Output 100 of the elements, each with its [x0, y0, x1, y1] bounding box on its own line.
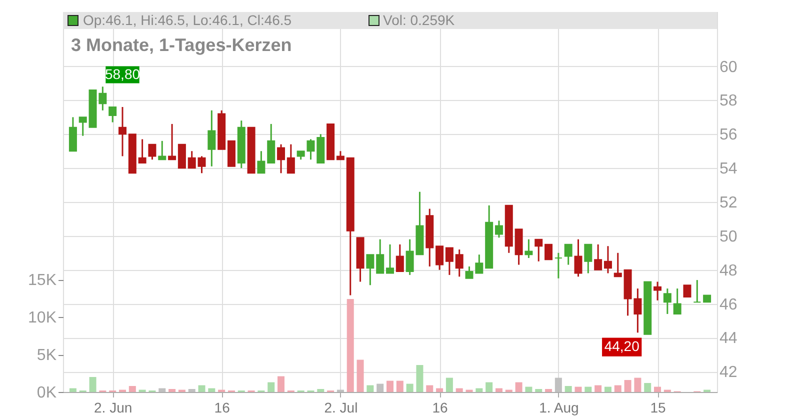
candlestick [604, 245, 612, 274]
text: 3 Monate, 1-Tages-Kerzen [71, 35, 292, 55]
bar [317, 389, 324, 392]
candlestick [118, 106, 126, 157]
bar [515, 382, 522, 392]
candlestick [614, 252, 622, 278]
bar [654, 386, 662, 392]
bar [366, 385, 374, 392]
y-tick-label: 56 [720, 126, 738, 144]
bar [525, 386, 532, 392]
candlestick [544, 244, 553, 260]
bar [564, 386, 572, 392]
bar [386, 380, 394, 392]
bar [396, 380, 404, 392]
y-tick-label: 48 [720, 262, 738, 280]
candlestick [396, 244, 404, 272]
bar [554, 378, 562, 392]
x-tick-label: 15 [650, 400, 666, 416]
y2-tick-label: 0K [36, 384, 57, 402]
candlestick [683, 284, 692, 298]
y-tick-label: 52 [720, 194, 738, 212]
candlestick [534, 238, 543, 262]
annotation: 58,80 [104, 66, 140, 82]
annotation: 44,20 [604, 338, 640, 354]
candlestick [436, 245, 444, 271]
bar [278, 376, 285, 392]
x-tick-label: 2. Jun [94, 400, 132, 416]
bar [188, 389, 196, 392]
bar [535, 389, 542, 392]
candlestick [455, 248, 464, 278]
x-tick-label: 1. Aug [539, 400, 579, 416]
y2-tick-label: 5K [36, 347, 57, 364]
bar [426, 385, 434, 392]
x-tick-label: 16 [432, 400, 448, 416]
y-tick-label: 44 [720, 330, 738, 348]
bar [268, 382, 275, 392]
bar [574, 386, 582, 392]
candlestick [594, 244, 602, 271]
bar [158, 388, 166, 392]
candlestick [445, 247, 454, 276]
candlestick [554, 252, 562, 280]
candlestick [494, 220, 503, 238]
candlestick [574, 238, 582, 278]
candlestick [108, 106, 117, 124]
candlestick [277, 144, 286, 174]
y-tick-label: 60 [720, 58, 738, 76]
y-tick-label: 50 [720, 228, 738, 246]
bar [208, 388, 216, 392]
bar [476, 388, 483, 392]
x-tick-label: 2. Jul [324, 400, 358, 416]
bar [634, 378, 642, 392]
bar [614, 385, 622, 392]
y-tick-label: 42 [720, 364, 738, 382]
y2-tick-label: 10K [28, 310, 57, 327]
bar [446, 378, 453, 392]
bar [456, 388, 463, 392]
bar [198, 385, 206, 392]
candlestick [168, 123, 176, 160]
candlestick [564, 244, 572, 266]
candlestick [286, 144, 295, 174]
candlestick [654, 280, 662, 302]
x-tick-label: 16 [214, 400, 230, 416]
candlestick [386, 244, 394, 274]
bar [486, 382, 493, 392]
candlestick [693, 279, 702, 303]
candlestick [267, 123, 276, 164]
bar [584, 386, 592, 392]
bar [604, 386, 612, 392]
candlestick [673, 288, 682, 315]
candlestick [584, 244, 592, 274]
bar [69, 388, 76, 392]
bar [545, 389, 552, 392]
candlestick [376, 238, 384, 274]
bar [406, 384, 414, 392]
candlestick [178, 144, 186, 169]
bar [128, 386, 136, 392]
bar [495, 388, 502, 392]
y2-tick-label: 15K [28, 272, 57, 290]
candlestick [148, 144, 156, 160]
y-tick-label: 46 [720, 296, 738, 314]
y-tick-label: 54 [720, 160, 738, 178]
candlestick [198, 155, 206, 174]
candlestick [366, 254, 374, 286]
y-tick-label: 58 [720, 92, 738, 110]
bar [594, 385, 602, 392]
bar [89, 377, 96, 392]
candlestick [68, 116, 77, 152]
candlestick [188, 150, 196, 169]
bar [436, 388, 444, 392]
bar [376, 384, 384, 392]
candlestick [208, 110, 216, 168]
bar [416, 365, 424, 392]
legend-label: Op:46.1, Hi:46.5, Lo:46.1, Cl:46.5 [83, 12, 292, 28]
candlestick [663, 288, 672, 315]
candlestick [257, 150, 266, 174]
bar [644, 383, 652, 392]
candlestick [524, 238, 533, 259]
candlestick [138, 138, 146, 164]
bar [624, 380, 632, 392]
candlestick [78, 116, 87, 137]
